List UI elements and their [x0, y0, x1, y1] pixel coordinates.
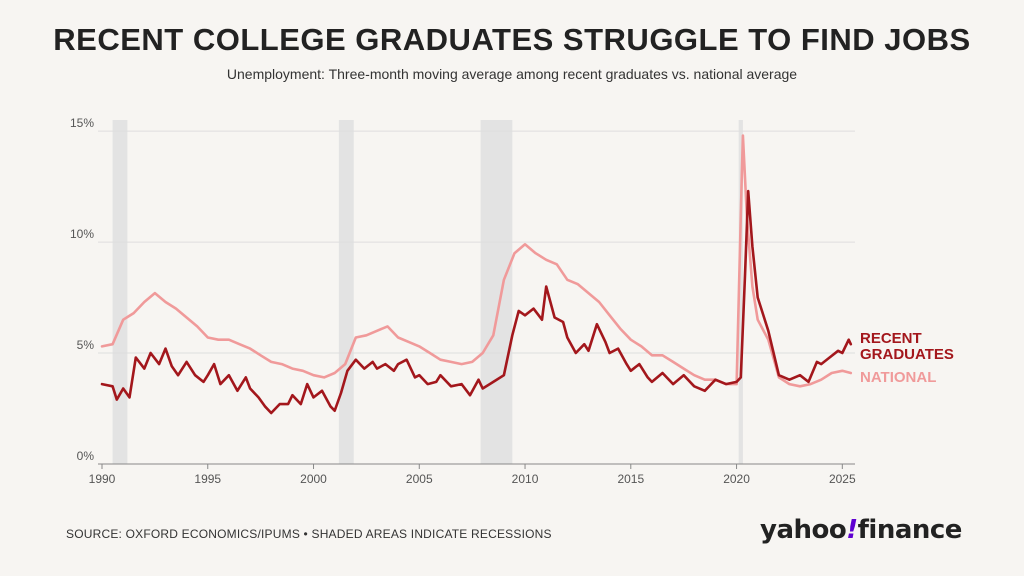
recession-band-1 — [338, 120, 354, 464]
series-line-recent-graduates — [100, 189, 853, 415]
legend-label-0: RECENT GRADUATES — [860, 330, 954, 363]
x-tick-label: 1990 — [89, 472, 116, 486]
y-tick-label: 10% — [70, 227, 94, 241]
logo-yahoo-text: yahoo — [760, 515, 847, 545]
chart-legend: RECENT GRADUATES NATIONAL — [860, 330, 954, 386]
x-tick-label: 2015 — [617, 472, 644, 486]
x-tick-label: 2000 — [300, 472, 327, 486]
x-tick-label: 2025 — [829, 472, 856, 486]
chart-subtitle: Unemployment: Three-month moving average… — [226, 66, 798, 82]
logo-finance-text: finance — [857, 515, 963, 545]
yahoo-finance-logo: yahoo!finance — [760, 515, 962, 545]
source-note: SOURCE: OXFORD ECONOMICS/IPUMS • SHADED … — [66, 527, 552, 541]
x-tick-label: 2020 — [723, 472, 750, 486]
recession-shading — [112, 120, 743, 464]
x-axis-ticks: 1990 1995 2000 2005 2010 2015 2020 2025 — [89, 464, 856, 486]
y-tick-label: 5% — [77, 338, 95, 352]
x-tick-label: 2010 — [512, 472, 539, 486]
recession-band-2 — [480, 120, 513, 464]
y-tick-label: 0% — [77, 449, 95, 463]
x-tick-label: 2005 — [406, 472, 433, 486]
chart-gridlines — [98, 130, 855, 465]
chart-series — [100, 134, 853, 415]
x-tick-label: 1995 — [194, 472, 221, 486]
legend-label-1: NATIONAL — [860, 369, 936, 386]
recession-band-3 — [738, 120, 743, 464]
recession-band-0 — [112, 120, 128, 464]
y-axis-ticks: 0% 5% 10% 15% — [70, 116, 94, 463]
y-tick-label: 15% — [70, 116, 94, 130]
chart-title: RECENT COLLEGE GRADUATES STRUGGLE TO FIN… — [53, 22, 971, 57]
series-line-national — [100, 134, 853, 388]
logo-bang-text: ! — [846, 515, 858, 545]
